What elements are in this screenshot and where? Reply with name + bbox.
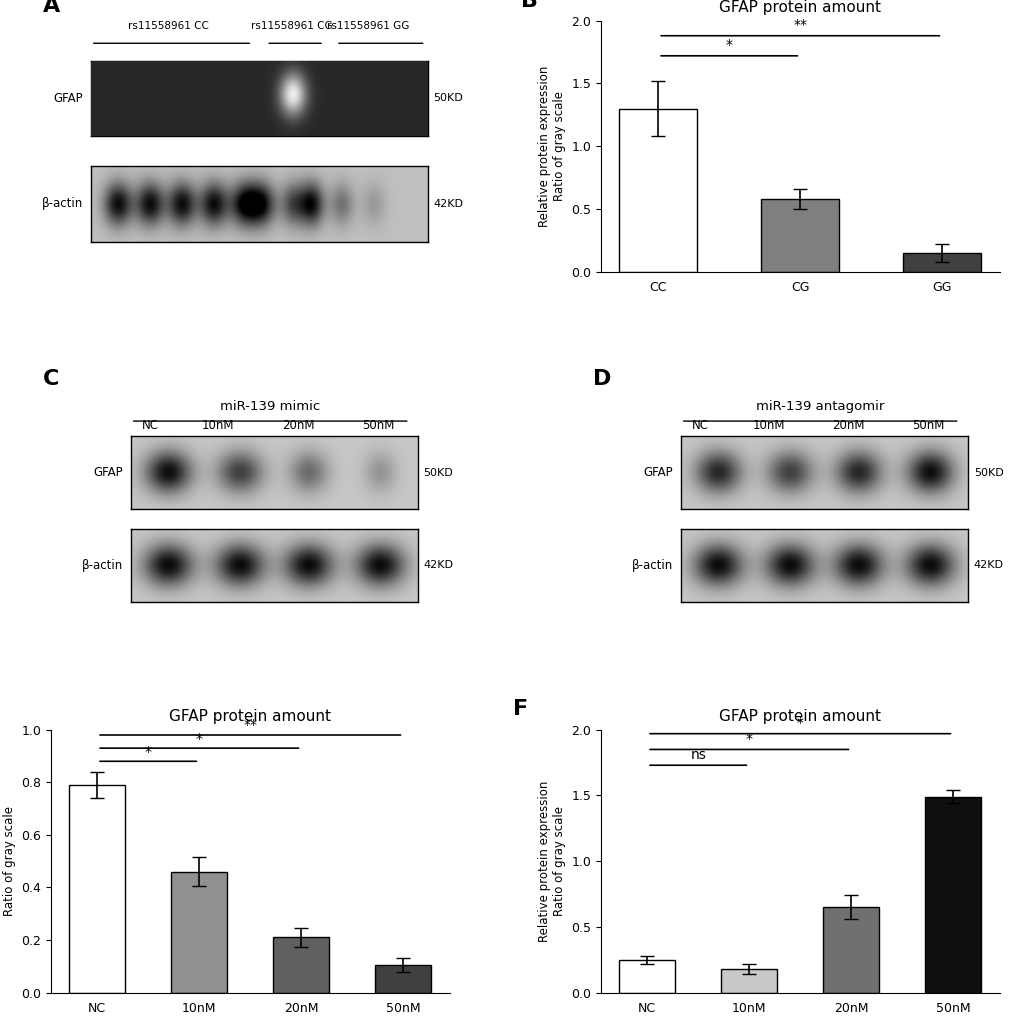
Text: *: *: [796, 717, 803, 730]
Text: rs11558961 GG: rs11558961 GG: [326, 21, 409, 31]
Bar: [171, 872, 227, 993]
Text: rs11558961 CG: rs11558961 CG: [251, 21, 332, 31]
Text: NC: NC: [142, 419, 159, 432]
Bar: [69, 785, 125, 993]
Text: C: C: [43, 369, 59, 389]
Text: miR-139 mimic: miR-139 mimic: [220, 399, 320, 413]
Text: *: *: [145, 744, 152, 759]
Text: 50nM: 50nM: [911, 419, 944, 432]
Title: GFAP protein amount: GFAP protein amount: [718, 0, 880, 16]
Title: GFAP protein amount: GFAP protein amount: [718, 709, 880, 725]
Text: β-actin: β-actin: [82, 558, 122, 572]
Text: 42KD: 42KD: [433, 199, 464, 209]
Bar: [619, 109, 697, 272]
Title: GFAP protein amount: GFAP protein amount: [169, 709, 331, 725]
Bar: [375, 965, 431, 993]
Text: 42KD: 42KD: [423, 560, 453, 570]
Text: GFAP: GFAP: [53, 92, 83, 105]
Bar: [619, 960, 675, 993]
Text: ns: ns: [690, 748, 705, 762]
Text: **: **: [244, 719, 257, 732]
Text: 10nM: 10nM: [751, 419, 784, 432]
Text: 42KD: 42KD: [973, 560, 1003, 570]
Bar: [720, 969, 776, 993]
Text: *: *: [196, 731, 203, 746]
Text: *: *: [745, 732, 752, 747]
Bar: [822, 907, 878, 993]
Text: 50KD: 50KD: [423, 467, 453, 478]
Text: miR-139 antagomir: miR-139 antagomir: [755, 399, 883, 413]
Text: 20nM: 20nM: [832, 419, 863, 432]
Text: GFAP: GFAP: [93, 466, 122, 479]
Y-axis label: Relative protein expression
Ratio of gray scale: Relative protein expression Ratio of gra…: [0, 781, 15, 942]
Bar: [760, 199, 839, 272]
Text: *: *: [726, 38, 732, 52]
Text: **: **: [793, 18, 806, 32]
Text: 50nM: 50nM: [362, 419, 393, 432]
Text: rs11558961 CC: rs11558961 CC: [128, 21, 209, 31]
Bar: [924, 797, 980, 993]
Text: β-actin: β-actin: [631, 558, 673, 572]
Bar: [273, 938, 329, 993]
Text: A: A: [43, 0, 60, 16]
Y-axis label: Relative protein expression
Ratio of gray scale: Relative protein expression Ratio of gra…: [537, 781, 566, 942]
Y-axis label: Relative protein expression
Ratio of gray scale: Relative protein expression Ratio of gra…: [537, 65, 566, 226]
Text: B: B: [521, 0, 538, 10]
Text: NC: NC: [692, 419, 708, 432]
Bar: [903, 253, 980, 272]
Text: β-actin: β-actin: [42, 197, 83, 210]
Text: 50KD: 50KD: [433, 93, 463, 103]
Text: 50KD: 50KD: [973, 467, 1003, 478]
Text: D: D: [592, 369, 610, 389]
Text: 20nM: 20nM: [281, 419, 314, 432]
Text: F: F: [513, 699, 528, 720]
Text: 10nM: 10nM: [202, 419, 234, 432]
Text: GFAP: GFAP: [643, 466, 673, 479]
